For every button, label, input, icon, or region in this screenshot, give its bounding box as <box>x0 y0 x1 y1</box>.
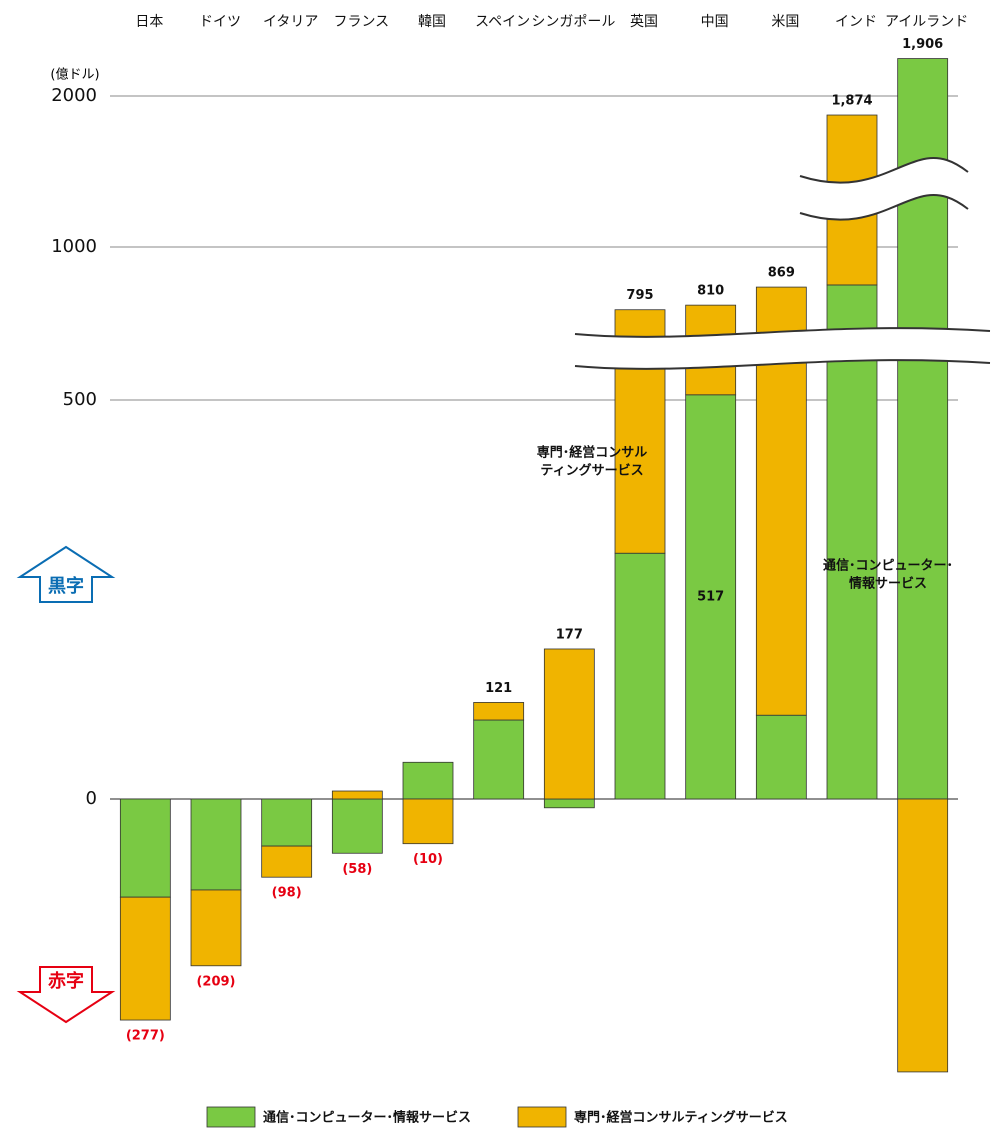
bars: 日本 (277) ドイツ (209) イタリア (98) フランス (58) 韓国 (10) スペイ… <box>119 13 968 1073</box>
x-tick-label: スペイン <box>475 14 530 30</box>
bar-segment <box>473 719 525 800</box>
surplus-label: 黒字 <box>48 575 84 597</box>
bar-segment <box>402 798 454 845</box>
x-tick-label: 中国 <box>701 14 729 30</box>
deficit-arrow: 赤字 <box>16 966 116 1024</box>
x-tick-label: 英国 <box>630 13 658 30</box>
x-tick-label: イタリア <box>263 14 318 30</box>
x-tick-label: 米国 <box>771 14 799 30</box>
total-label: (209) <box>196 974 235 989</box>
total-label: 810 <box>697 284 724 299</box>
total-label: 177 <box>556 627 583 642</box>
grid: 0 500 1000 2000 <box>51 85 958 809</box>
x-tick-label: シンガポール <box>531 14 615 30</box>
annotation-line: 通信･コンピューター･ <box>823 558 953 574</box>
bar-segment <box>190 889 242 967</box>
bar-segment <box>755 714 807 800</box>
legend-label: 専門･経営コンサルティングサービス <box>574 1110 788 1126</box>
total-label: (58) <box>342 862 372 877</box>
bar-segment <box>897 798 949 1073</box>
annotation-line: 情報サービス <box>849 576 927 592</box>
bar-segment <box>261 798 313 847</box>
total-label: 869 <box>768 266 795 281</box>
total-label: 1,906 <box>902 37 943 52</box>
total-label: 121 <box>485 681 512 696</box>
x-tick-label: フランス <box>333 14 389 30</box>
total-label: (277) <box>126 1029 165 1044</box>
total-label: (10) <box>413 852 443 867</box>
x-tick-label: 日本 <box>135 14 163 30</box>
bar-segment <box>614 552 666 800</box>
total-label: (98) <box>272 886 302 901</box>
y-tick-label: 0 <box>86 788 97 809</box>
deficit-label: 赤字 <box>48 970 84 992</box>
legend-swatch <box>206 1106 256 1128</box>
x-tick-label: インド <box>835 14 877 30</box>
annotation: 専門･経営コンサル ティングサービス <box>537 445 648 479</box>
x-tick-label: 韓国 <box>418 14 446 30</box>
x-tick-label: ドイツ <box>199 14 241 30</box>
y-tick-label: 500 <box>63 389 97 410</box>
bar-segment <box>119 896 171 1021</box>
legend-label: 通信･コンピューター･情報サービス <box>263 1110 471 1126</box>
bar-segment <box>402 761 454 800</box>
bar-segment <box>261 845 313 878</box>
bar-segment <box>543 798 595 809</box>
x-tick-label: アイルランド <box>885 14 968 30</box>
unit-label: (億ドル) <box>50 67 99 83</box>
bar-segment <box>331 798 383 854</box>
surplus-arrow: 黒字 <box>16 545 116 603</box>
bar-segment <box>119 798 171 898</box>
axis-break <box>574 156 991 370</box>
total-label: 795 <box>626 288 653 303</box>
annotation: 通信･コンピューター･ 情報サービス <box>823 558 953 592</box>
legend-swatch <box>517 1106 567 1128</box>
annotation-line: 専門･経営コンサル <box>537 445 648 461</box>
value-label: 517 <box>697 589 724 604</box>
y-tick-label: 2000 <box>51 85 97 106</box>
bar-segment <box>473 702 525 721</box>
bar-segment <box>331 790 383 800</box>
annotation-line: ティングサービス <box>540 463 643 479</box>
y-tick-label: 1000 <box>51 236 97 257</box>
total-label: 1,874 <box>831 94 872 109</box>
bar-segment <box>543 648 595 800</box>
legend: 通信･コンピューター･情報サービス 専門･経営コンサルティングサービス <box>206 1106 788 1128</box>
bar-segment <box>190 798 242 891</box>
